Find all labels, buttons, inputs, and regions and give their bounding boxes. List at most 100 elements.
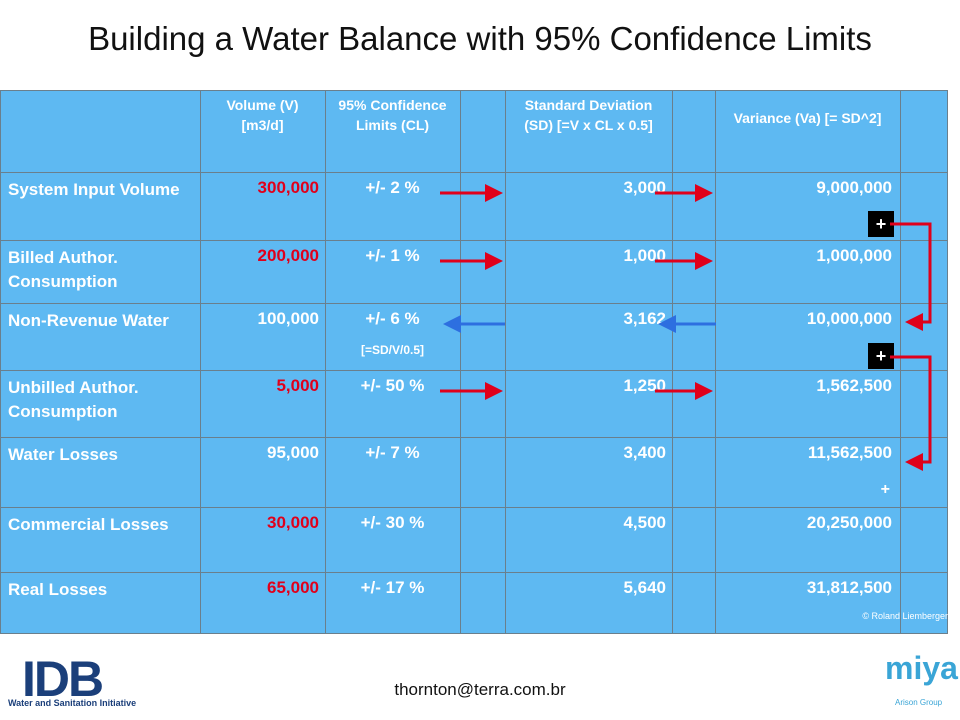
standard-deviation: 4,500 — [623, 513, 666, 532]
row-label: Billed Author. Consumption — [8, 248, 118, 291]
row-label: System Input Volume — [8, 180, 180, 199]
table-cell — [460, 507, 506, 573]
left-logo: IDB — [22, 651, 104, 707]
right-logo: miya — [885, 650, 958, 686]
volume: 30,000 — [267, 513, 319, 532]
table-cell — [900, 240, 948, 304]
row-label: Real Losses — [8, 580, 108, 599]
table-cell — [200, 172, 326, 241]
standard-deviation: 3,000 — [623, 178, 666, 197]
title: Building a Water Balance with 95% Confid… — [88, 20, 872, 57]
table-cell — [672, 572, 716, 634]
variance: 20,250,000 — [806, 513, 892, 532]
confidence-limit: +/- 50 % — [360, 376, 425, 395]
variance: 31,812,500 — [806, 578, 892, 597]
table-cell — [715, 90, 901, 173]
table-cell — [200, 90, 326, 173]
table-cell — [672, 437, 716, 508]
table-cell — [200, 303, 326, 371]
column-header: Volume (V) [m3/d] — [226, 97, 299, 133]
standard-deviation: 1,250 — [623, 376, 666, 395]
table-cell — [325, 303, 461, 371]
confidence-limit: +/- 2 % — [365, 178, 420, 197]
volume: 200,000 — [257, 246, 319, 265]
table-cell — [0, 90, 201, 173]
right-logo-caption: Arison Group — [895, 698, 943, 707]
volume: 100,000 — [257, 309, 319, 328]
column-header: Standard Deviation (SD) [=V x CL x 0.5] — [524, 97, 653, 133]
column-header: Variance (Va) [= SD^2] — [733, 110, 882, 126]
volume: 65,000 — [267, 578, 319, 597]
table-cell — [200, 507, 326, 573]
row-label: Non-Revenue Water — [8, 311, 169, 330]
table-cell — [200, 437, 326, 508]
table-cell — [715, 572, 901, 634]
table-cell — [325, 370, 461, 438]
table-cell — [900, 303, 948, 371]
confidence-limit: +/- 30 % — [360, 513, 425, 532]
table-cell — [505, 572, 673, 634]
footer: IDB Water and Sanitation Initiative thor… — [0, 640, 960, 720]
variance-note: + — [880, 481, 890, 498]
variance: 1,562,500 — [816, 376, 892, 395]
table-cell — [900, 437, 948, 508]
confidence-limit: +/- 17 % — [360, 578, 425, 597]
table-cell — [672, 240, 716, 304]
table-cell — [672, 303, 716, 371]
variance: 10,000,000 — [806, 309, 892, 328]
email: thornton@terra.com.br — [394, 680, 566, 699]
table-cell — [460, 303, 506, 371]
table-cell — [715, 172, 901, 241]
volume: 300,000 — [257, 178, 319, 197]
table-cell — [900, 90, 948, 173]
table-cell — [715, 370, 901, 438]
row-label: Commercial Losses — [8, 515, 169, 534]
copyright: © Roland Liemberger — [862, 611, 948, 621]
table-cell — [505, 90, 673, 173]
table-cell — [900, 572, 948, 634]
row-label: Water Losses — [8, 445, 118, 464]
table-cell — [460, 172, 506, 241]
cl-note: [=SD/V/0.5] — [360, 343, 425, 357]
table-cell — [0, 572, 201, 634]
standard-deviation: 5,640 — [623, 578, 666, 597]
confidence-limit: +/- 7 % — [365, 443, 420, 462]
confidence-limit: +/- 6 % — [365, 309, 420, 328]
standard-deviation: 1,000 — [623, 246, 666, 265]
table-cell — [505, 240, 673, 304]
left-logo-caption: Water and Sanitation Initiative — [8, 698, 137, 708]
confidence-limit: +/- 1 % — [365, 246, 420, 265]
standard-deviation: 3,400 — [623, 443, 666, 462]
plus-marker: + — [868, 211, 894, 237]
table-cell — [505, 172, 673, 241]
table-cell — [0, 370, 201, 438]
column-header: 95% Confidence Limits (CL) — [338, 97, 447, 133]
table-cell — [672, 507, 716, 573]
table-cell — [460, 240, 506, 304]
table-cell — [672, 172, 716, 241]
plus-marker: + — [868, 343, 894, 369]
table-cell — [900, 172, 948, 241]
table-cell — [900, 507, 948, 573]
table-cell — [672, 90, 716, 173]
row-label: Unbilled Author. Consumption — [8, 378, 139, 421]
table: Volume (V) [m3/d] 95% Confidence Limits (… — [0, 90, 948, 634]
table-cell — [460, 370, 506, 438]
table-cell — [672, 370, 716, 438]
table-cell — [460, 90, 506, 173]
table-cell — [505, 303, 673, 371]
table-cell — [325, 572, 461, 634]
table-cell — [900, 370, 948, 438]
table-cell — [505, 507, 673, 573]
table-cell — [325, 240, 461, 304]
table-cell — [460, 437, 506, 508]
table-cell — [200, 240, 326, 304]
table-cell — [325, 172, 461, 241]
table-cell — [715, 507, 901, 573]
volume: 95,000 — [267, 443, 319, 462]
table-cell — [0, 303, 201, 371]
variance: 9,000,000 — [816, 178, 892, 197]
standard-deviation: 3,162 — [623, 309, 666, 328]
volume: 5,000 — [276, 376, 319, 395]
